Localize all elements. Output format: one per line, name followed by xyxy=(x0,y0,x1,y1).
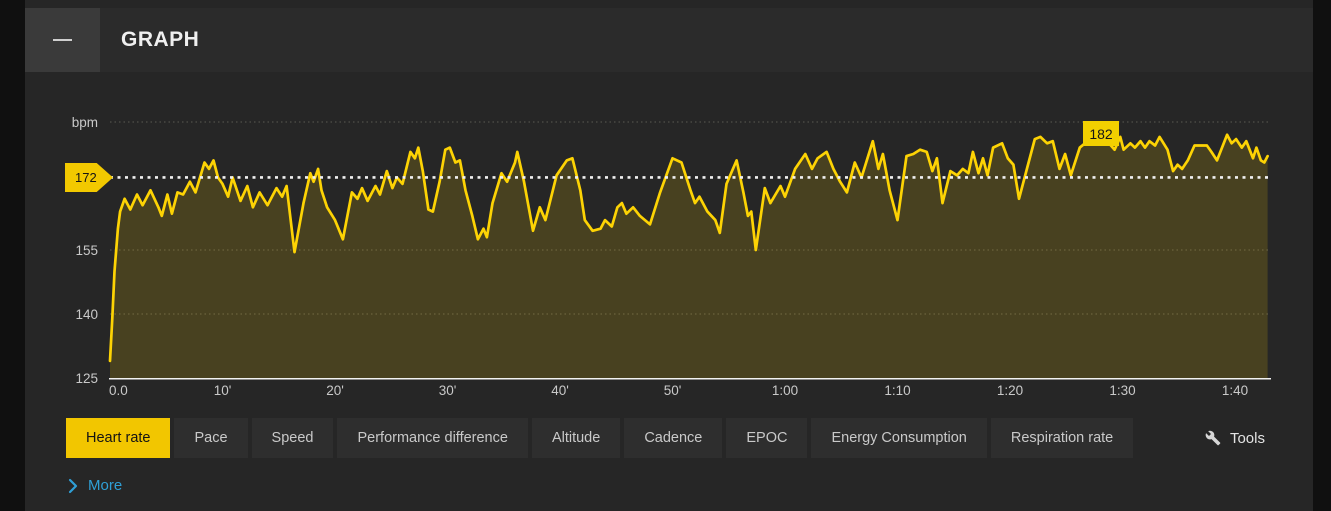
panel-title: GRAPH xyxy=(121,28,200,51)
x-tick-label: 1:20 xyxy=(997,383,1023,398)
panel-header-bar: GRAPH xyxy=(100,8,1313,72)
tab-speed[interactable]: Speed xyxy=(251,418,334,458)
y-tick-label: 125 xyxy=(75,371,98,386)
tools-label: Tools xyxy=(1229,429,1265,447)
tab-cadence[interactable]: Cadence xyxy=(624,418,723,458)
graph-panel: GRAPH bpm 155 140 125 0.0 10' 20' 30' 40' 50' 1:00… xyxy=(25,0,1313,511)
panel-header: GRAPH xyxy=(25,8,1313,72)
more-label: More xyxy=(88,477,123,494)
x-tick-label: 20' xyxy=(326,383,344,398)
tab-heart-rate[interactable]: Heart rate xyxy=(66,418,171,458)
minus-icon xyxy=(53,39,72,41)
x-tick-label: 50' xyxy=(664,383,682,398)
max-hr-label: 182 xyxy=(1083,121,1119,146)
y-tick-label: 140 xyxy=(75,307,98,322)
more-button[interactable]: More xyxy=(68,477,122,494)
tab-pace[interactable]: Pace xyxy=(174,418,248,458)
tab-respiration-rate[interactable]: Respiration rate xyxy=(990,418,1134,458)
y-tick-label: 155 xyxy=(75,243,98,258)
metric-tabs: Heart rate Pace Speed Performance differenc… xyxy=(66,418,1134,458)
x-tick-label: 40' xyxy=(551,383,569,398)
x-tick-label: 0.0 xyxy=(109,383,128,398)
x-tick-label: 1:10 xyxy=(884,383,910,398)
tools-button[interactable]: Tools xyxy=(1205,418,1265,458)
x-tick-label: 1:30 xyxy=(1109,383,1135,398)
heart-rate-area xyxy=(110,134,1268,378)
tab-energy-consumption[interactable]: Energy Consumption xyxy=(811,418,987,458)
wrench-icon xyxy=(1205,430,1221,446)
tab-performance-difference[interactable]: Performance difference xyxy=(337,418,528,458)
y-axis-unit-label: bpm xyxy=(72,115,98,130)
x-tick-label: 10' xyxy=(214,383,232,398)
collapse-panel-button[interactable] xyxy=(25,8,100,72)
chevron-right-icon xyxy=(68,478,78,493)
heart-rate-chart[interactable]: bpm 155 140 125 0.0 10' 20' 30' 40' 50' 1:00 1:10 1:… xyxy=(25,0,1313,511)
x-tick-label: 1:00 xyxy=(772,383,798,398)
tab-epoc[interactable]: EPOC xyxy=(726,418,808,458)
x-tick-label: 1:40 xyxy=(1222,383,1248,398)
tab-altitude[interactable]: Altitude xyxy=(531,418,621,458)
x-tick-label: 30' xyxy=(439,383,457,398)
